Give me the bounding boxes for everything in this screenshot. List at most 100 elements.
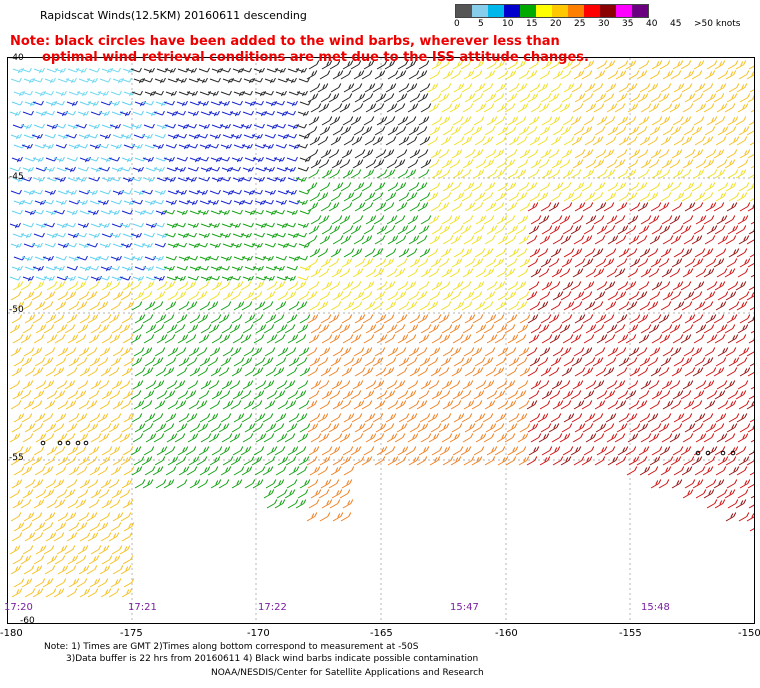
- wind-barb: [462, 215, 474, 225]
- wind-barb: [340, 70, 352, 80]
- wind-barb: [715, 466, 727, 476]
- wind-barb: [155, 423, 167, 433]
- wind-barb: [628, 291, 640, 301]
- wind-barb: [45, 314, 57, 324]
- wind-barb: [241, 199, 253, 205]
- wind-barb: [240, 176, 252, 182]
- wind-barb: [397, 334, 409, 344]
- wind-barb: [506, 93, 518, 103]
- wind-barb: [318, 380, 330, 390]
- wind-barb: [717, 456, 729, 466]
- wind-barb: [10, 512, 22, 522]
- wind-barb: [350, 169, 362, 179]
- wind-barb: [101, 555, 113, 565]
- wind-barb: [307, 367, 319, 377]
- wind-barb: [428, 380, 440, 390]
- wind-barb: [276, 222, 288, 229]
- wind-barb: [405, 390, 417, 400]
- wind-barb: [45, 209, 57, 216]
- wind-barb: [495, 192, 507, 202]
- wind-barb: [714, 446, 726, 456]
- wind-barb: [44, 456, 56, 466]
- wind-barb: [647, 136, 659, 146]
- wind-barb: [636, 70, 648, 80]
- wind-barb: [242, 110, 254, 116]
- wind-barb: [528, 225, 540, 235]
- wind-barb: [13, 413, 25, 423]
- wind-barb: [453, 413, 465, 423]
- wind-barb: [703, 268, 715, 278]
- wind-barb: [123, 357, 135, 367]
- wind-barb: [266, 67, 278, 73]
- wind-barb: [505, 347, 517, 357]
- colorbar-label: 30: [598, 19, 610, 29]
- wind-barb: [309, 301, 321, 311]
- wind-barb: [728, 83, 740, 93]
- wind-barb: [12, 390, 24, 400]
- wind-barb: [628, 400, 640, 410]
- wind-barb: [11, 209, 23, 215]
- wind-barb: [559, 268, 571, 278]
- wind-barb: [99, 565, 111, 575]
- wind-barb: [452, 60, 464, 70]
- wind-barb: [691, 126, 703, 136]
- wind-barb: [559, 380, 571, 390]
- wind-barb: [165, 90, 177, 97]
- wind-barb: [274, 232, 286, 238]
- wind-barb: [526, 182, 538, 192]
- wind-barb: [218, 265, 230, 271]
- wind-barb: [22, 489, 34, 499]
- wind-barb: [649, 400, 661, 410]
- wind-barb: [112, 133, 124, 139]
- wind-barb: [714, 334, 726, 344]
- wind-barb: [648, 380, 660, 390]
- wind-barb: [351, 136, 363, 146]
- wind-barb: [343, 192, 355, 202]
- wind-barb: [321, 334, 333, 344]
- wind-barb: [726, 479, 738, 489]
- wind-barb: [574, 202, 586, 212]
- wind-barb: [231, 156, 243, 163]
- wind-barb: [232, 334, 244, 344]
- wind-barb: [330, 136, 342, 146]
- wind-barb: [219, 390, 231, 400]
- wind-barb: [208, 222, 220, 229]
- wind-barb: [241, 143, 253, 150]
- wind-barb: [418, 225, 430, 235]
- wind-barb: [486, 281, 498, 291]
- wind-barb: [54, 555, 66, 565]
- wind-barb: [618, 83, 630, 93]
- wind-barb: [494, 390, 506, 400]
- wind-barb: [339, 324, 351, 334]
- wind-barb: [240, 446, 252, 456]
- wind-barb: [90, 380, 102, 390]
- wind-barb: [695, 489, 707, 499]
- wind-barb: [98, 275, 110, 281]
- wind-barb: [551, 324, 563, 334]
- wind-barb: [583, 225, 595, 235]
- wind-barb: [64, 545, 76, 555]
- wind-barb: [175, 456, 187, 466]
- wind-barb: [176, 156, 188, 162]
- wind-barb: [475, 159, 487, 169]
- wind-barb: [211, 334, 223, 344]
- wind-barb: [306, 235, 318, 245]
- wind-barb: [166, 433, 178, 443]
- wind-barb: [198, 334, 210, 344]
- wind-barb: [672, 116, 684, 126]
- wind-barb: [673, 248, 685, 258]
- wind-barb: [207, 90, 219, 97]
- wind-barb: [288, 357, 300, 367]
- wind-barb: [76, 522, 88, 532]
- wind-barb: [254, 466, 266, 476]
- wind-barb: [243, 456, 255, 466]
- wind-barb: [670, 400, 682, 410]
- wind-barb: [329, 499, 341, 509]
- wind-barb: [340, 235, 352, 245]
- wind-barb: [264, 291, 276, 301]
- wind-barb: [24, 479, 36, 489]
- wind-barb: [594, 291, 606, 301]
- wind-barb: [251, 77, 263, 83]
- wind-barb: [724, 268, 736, 278]
- wind-barb: [735, 499, 747, 509]
